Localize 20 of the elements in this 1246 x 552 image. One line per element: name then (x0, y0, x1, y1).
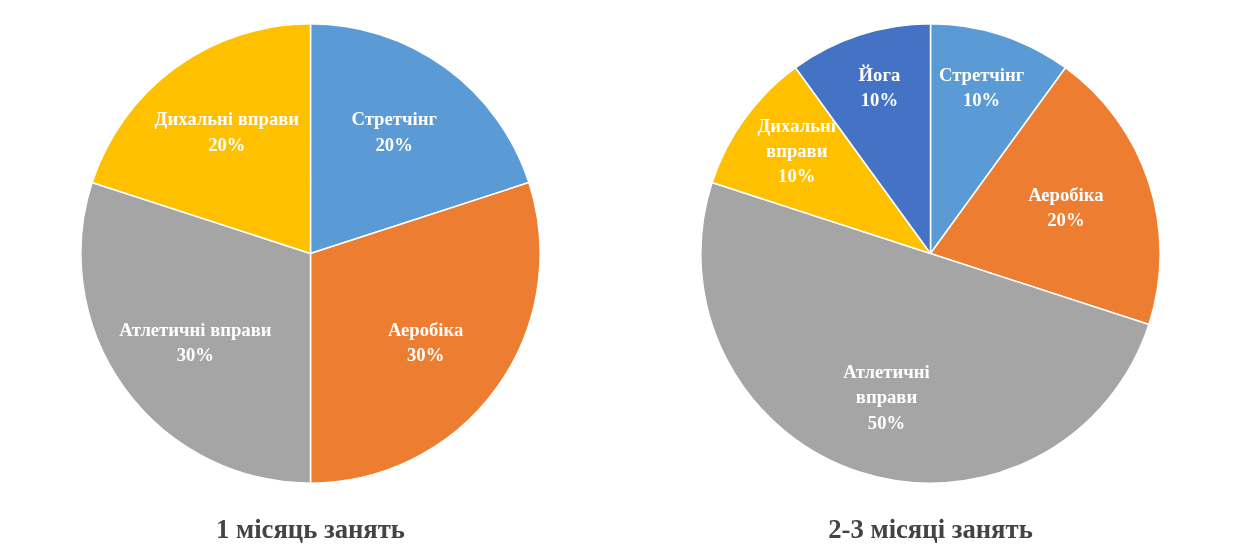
data-label: 30% (176, 344, 214, 366)
slice-label: Дихальні вправи (757, 114, 836, 162)
text: 2-3 місяці занять (828, 513, 1033, 544)
data-label: 10% (860, 89, 899, 111)
data-label: 10% (962, 89, 1001, 111)
text: 1 місяць занять (216, 513, 405, 544)
slice-label: Дихальні вправи (154, 108, 300, 130)
slice-label: Йога (858, 63, 901, 85)
slice-label: Аеробіка (1028, 183, 1105, 205)
slice-label: Стретчінг (351, 108, 437, 130)
slice-label: Атлетичні вправи (119, 319, 272, 341)
data-label: 20% (208, 133, 246, 155)
slice-label: Аеробіка (388, 319, 464, 341)
data-label: 10% (778, 165, 816, 187)
data-label: 30% (407, 344, 445, 366)
slice-label: Атлетичні вправи (843, 361, 930, 408)
data-label: 20% (375, 133, 413, 155)
data-label: 50% (867, 411, 906, 433)
data-label: 20% (1047, 208, 1085, 230)
slice-label: Стретчінг (938, 63, 1025, 85)
